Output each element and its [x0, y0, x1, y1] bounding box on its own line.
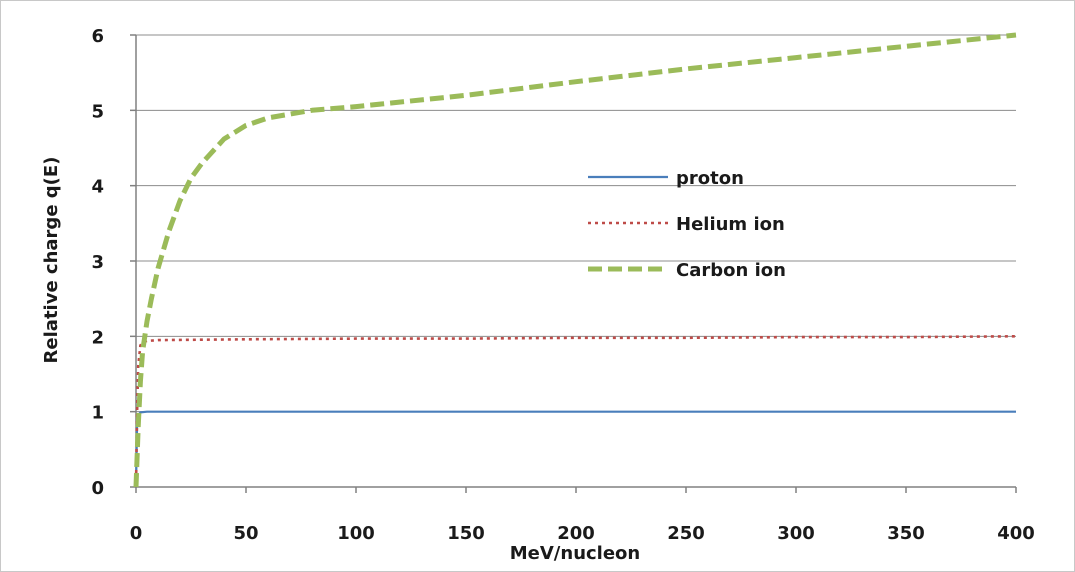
legend: proton Helium ion Carbon ion — [588, 168, 786, 281]
x-tick-label-3: 150 — [447, 523, 485, 544]
y-axis-ticks: 0 1 2 3 4 5 6 — [91, 26, 136, 499]
x-tick-label-4: 200 — [557, 523, 595, 544]
y-tick-label-4: 4 — [91, 177, 104, 198]
legend-label-proton: proton — [676, 168, 744, 189]
series-line-carbon-ion — [133, 32, 1017, 488]
series-line-helium-ion — [134, 335, 1017, 488]
y-tick-label-2: 2 — [91, 327, 104, 348]
legend-label-carbon-ion: Carbon ion — [676, 260, 786, 281]
gridlines — [136, 34, 1016, 413]
y-tick-label-5: 5 — [91, 101, 104, 122]
x-tick-label-8: 400 — [997, 523, 1035, 544]
x-axis-ticks: 0 50 100 150 200 250 300 350 400 — [130, 487, 1035, 544]
series-line-proton — [134, 410, 1016, 488]
x-tick-label-6: 300 — [777, 523, 815, 544]
y-tick-label-6: 6 — [91, 26, 104, 47]
x-tick-label-5: 250 — [667, 523, 705, 544]
y-tick-label-1: 1 — [91, 403, 104, 424]
x-tick-label-7: 350 — [887, 523, 925, 544]
series-layer — [133, 32, 1017, 488]
x-axis-title: MeV/nucleon — [510, 543, 640, 564]
y-tick-label-3: 3 — [91, 252, 104, 273]
legend-label-helium-ion: Helium ion — [676, 214, 785, 235]
x-tick-label-2: 100 — [337, 523, 375, 544]
x-tick-label-1: 50 — [233, 523, 258, 544]
y-tick-label-0: 0 — [91, 478, 104, 499]
x-tick-label-0: 0 — [130, 523, 143, 544]
y-axis-title: Relative charge q(E) — [41, 157, 62, 364]
